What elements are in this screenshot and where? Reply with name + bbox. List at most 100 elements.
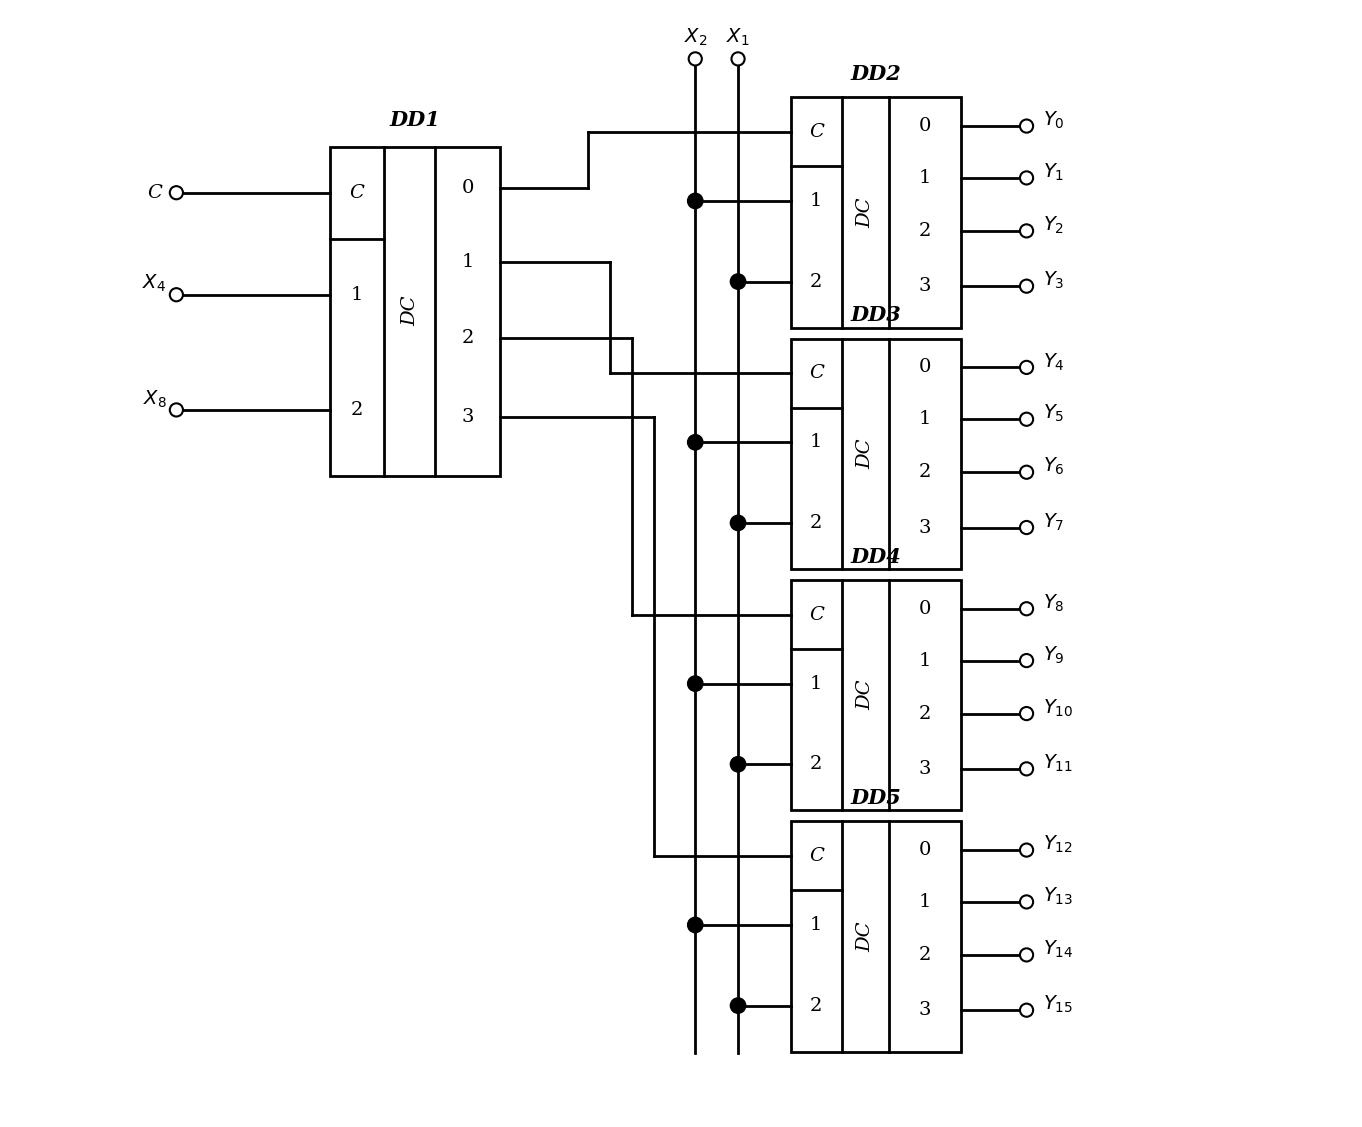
Bar <box>330 147 500 476</box>
Text: 2: 2 <box>810 273 823 291</box>
Circle shape <box>170 289 183 301</box>
Text: 1: 1 <box>810 675 823 693</box>
Text: 1: 1 <box>810 433 823 451</box>
Bar <box>791 822 960 1051</box>
Circle shape <box>1020 279 1034 293</box>
Text: $Y_7$: $Y_7$ <box>1043 512 1065 533</box>
Text: 1: 1 <box>351 286 364 304</box>
Text: $Y_1$: $Y_1$ <box>1043 162 1064 183</box>
Circle shape <box>1020 948 1034 961</box>
Text: 2: 2 <box>919 463 932 481</box>
Text: $Y_8$: $Y_8$ <box>1043 593 1065 614</box>
Text: 0: 0 <box>919 600 932 618</box>
Text: $Y_{13}$: $Y_{13}$ <box>1043 886 1073 907</box>
Circle shape <box>688 435 703 450</box>
Text: $X_1$: $X_1$ <box>726 27 750 48</box>
Text: DD2: DD2 <box>850 64 902 85</box>
Text: $X_2$: $X_2$ <box>684 27 707 48</box>
Circle shape <box>1020 762 1034 775</box>
Text: DC: DC <box>857 438 874 469</box>
Text: 1: 1 <box>919 651 932 669</box>
Text: 1: 1 <box>919 169 932 187</box>
Circle shape <box>1020 465 1034 479</box>
Circle shape <box>730 274 746 290</box>
Text: $X_4$: $X_4$ <box>143 273 166 294</box>
Text: DD5: DD5 <box>850 788 902 808</box>
Text: 3: 3 <box>462 408 474 426</box>
Bar <box>791 338 960 569</box>
Text: DC: DC <box>857 197 874 228</box>
Text: $Y_{11}$: $Y_{11}$ <box>1043 753 1073 774</box>
Text: 2: 2 <box>919 222 932 240</box>
Text: C: C <box>147 184 162 202</box>
Circle shape <box>170 186 183 199</box>
Text: 2: 2 <box>462 328 474 346</box>
Circle shape <box>170 403 183 417</box>
Text: DC: DC <box>400 296 419 327</box>
Text: DD3: DD3 <box>850 305 902 326</box>
Text: 2: 2 <box>810 514 823 532</box>
Text: C: C <box>809 364 824 382</box>
Circle shape <box>730 515 746 531</box>
Circle shape <box>731 52 745 65</box>
Text: C: C <box>809 605 824 623</box>
Text: 1: 1 <box>919 410 932 428</box>
Circle shape <box>1020 119 1034 133</box>
Text: C: C <box>809 846 824 864</box>
Text: 2: 2 <box>810 996 823 1014</box>
Circle shape <box>1020 843 1034 857</box>
Text: 2: 2 <box>919 946 932 964</box>
Text: $Y_{12}$: $Y_{12}$ <box>1043 834 1073 855</box>
Circle shape <box>1020 654 1034 667</box>
Text: 2: 2 <box>919 704 932 722</box>
Text: C: C <box>350 184 365 202</box>
Circle shape <box>689 52 701 65</box>
Circle shape <box>1020 521 1034 534</box>
Text: DD1: DD1 <box>390 110 440 131</box>
Text: 1: 1 <box>919 893 932 911</box>
Text: $Y_0$: $Y_0$ <box>1043 110 1065 131</box>
Circle shape <box>1020 1004 1034 1017</box>
Bar <box>791 97 960 328</box>
Circle shape <box>1020 707 1034 720</box>
Text: $Y_{10}$: $Y_{10}$ <box>1043 698 1073 719</box>
Circle shape <box>688 193 703 208</box>
Text: $Y_9$: $Y_9$ <box>1043 645 1065 666</box>
Text: 3: 3 <box>919 760 932 778</box>
Bar <box>791 580 960 810</box>
Text: $Y_{14}$: $Y_{14}$ <box>1043 939 1073 960</box>
Circle shape <box>1020 224 1034 238</box>
Circle shape <box>1020 602 1034 615</box>
Text: 2: 2 <box>351 401 364 419</box>
Text: $Y_{15}$: $Y_{15}$ <box>1043 994 1073 1015</box>
Text: 1: 1 <box>810 916 823 934</box>
Text: 3: 3 <box>919 277 932 295</box>
Text: 0: 0 <box>919 358 932 376</box>
Text: C: C <box>809 123 824 141</box>
Circle shape <box>730 997 746 1013</box>
Circle shape <box>1020 412 1034 426</box>
Text: 0: 0 <box>462 179 474 197</box>
Circle shape <box>1020 895 1034 908</box>
Text: $Y_4$: $Y_4$ <box>1043 352 1065 373</box>
Text: 1: 1 <box>462 252 474 270</box>
Text: $Y_5$: $Y_5$ <box>1043 403 1065 425</box>
Text: 2: 2 <box>810 755 823 773</box>
Text: 3: 3 <box>919 518 932 536</box>
Text: $Y_2$: $Y_2$ <box>1043 215 1064 236</box>
Text: $Y_6$: $Y_6$ <box>1043 456 1065 478</box>
Text: 0: 0 <box>919 117 932 135</box>
Circle shape <box>688 676 703 691</box>
Text: DC: DC <box>857 921 874 951</box>
Text: 3: 3 <box>919 1001 932 1019</box>
Text: $X_8$: $X_8$ <box>143 389 166 409</box>
Text: $Y_3$: $Y_3$ <box>1043 270 1065 292</box>
Circle shape <box>730 756 746 772</box>
Circle shape <box>1020 171 1034 185</box>
Text: DC: DC <box>857 680 874 710</box>
Circle shape <box>1020 361 1034 374</box>
Text: 0: 0 <box>919 841 932 859</box>
Circle shape <box>688 917 703 933</box>
Text: 1: 1 <box>810 192 823 210</box>
Text: DD4: DD4 <box>850 547 902 567</box>
